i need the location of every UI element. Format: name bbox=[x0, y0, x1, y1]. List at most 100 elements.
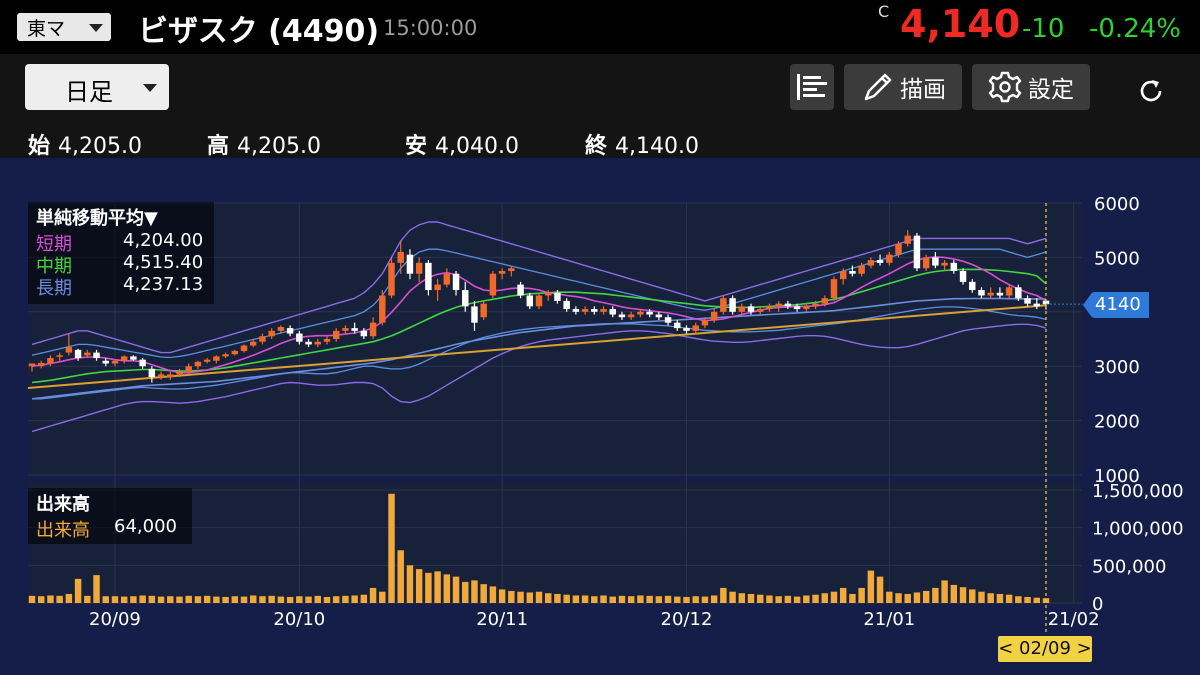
candle-body bbox=[471, 306, 478, 323]
candle-body bbox=[369, 322, 377, 337]
short-ma-label: 短期 bbox=[36, 234, 72, 255]
volume-bar bbox=[56, 595, 63, 603]
candle-body bbox=[876, 260, 884, 263]
candle-body bbox=[1005, 287, 1013, 296]
volume-bar bbox=[157, 596, 165, 603]
candle-body bbox=[664, 317, 672, 323]
candle-body bbox=[784, 303, 792, 307]
close-mark: C bbox=[878, 2, 890, 21]
volume-bar bbox=[839, 587, 847, 603]
volume-bar bbox=[443, 574, 451, 603]
volume-bar bbox=[489, 586, 497, 603]
volume-bar bbox=[563, 594, 570, 603]
candle-body bbox=[600, 309, 607, 312]
bars-list-icon bbox=[797, 74, 827, 100]
candle-body bbox=[609, 309, 616, 315]
candle-body bbox=[74, 349, 82, 359]
volume-bar bbox=[627, 596, 635, 603]
volume-bar bbox=[130, 596, 137, 603]
period-select[interactable]: 日足 bbox=[25, 64, 169, 110]
price-change-percent: -0.24% bbox=[1089, 14, 1181, 44]
candle-body bbox=[858, 265, 865, 274]
candle-body bbox=[240, 345, 248, 351]
short-ma-line bbox=[31, 256, 1047, 374]
volume-tick-label: 1,500,000 bbox=[1092, 481, 1184, 502]
volume-bar bbox=[240, 596, 248, 603]
candle-body bbox=[194, 361, 202, 367]
sma-legend-title[interactable]: 単純移動平均▼ bbox=[36, 208, 158, 229]
candle-body bbox=[1033, 303, 1041, 307]
price-tick-label: 5000 bbox=[1094, 248, 1140, 269]
candle-body bbox=[637, 311, 644, 315]
volume-bar bbox=[664, 595, 672, 603]
mid-ma-value: 4,515.40 bbox=[123, 252, 204, 273]
candle-body bbox=[720, 298, 727, 312]
candle-body bbox=[618, 314, 626, 318]
volume-bar bbox=[415, 569, 423, 603]
candle-body bbox=[508, 268, 515, 271]
volume-bar bbox=[738, 593, 746, 603]
draw-button[interactable]: 描画 bbox=[844, 64, 962, 110]
candle-body bbox=[526, 295, 534, 307]
candle-body bbox=[434, 284, 441, 291]
candle-body bbox=[627, 314, 635, 318]
volume-bar bbox=[1015, 596, 1022, 603]
candle-body bbox=[498, 271, 506, 274]
candle-body bbox=[379, 295, 386, 323]
date-tick-label: 20/09 bbox=[89, 609, 141, 630]
candle-body bbox=[1024, 298, 1031, 304]
cursor-date[interactable]: < 02/09 > bbox=[998, 636, 1092, 662]
mid-ma-label: 中期 bbox=[36, 256, 72, 277]
volume-bar bbox=[139, 595, 146, 603]
candle-body bbox=[646, 311, 653, 315]
volume-bar bbox=[674, 596, 681, 603]
candle-body bbox=[397, 251, 404, 263]
candle-body bbox=[157, 374, 165, 378]
candle-body bbox=[775, 303, 782, 307]
volume-bar bbox=[84, 595, 91, 603]
candle-body bbox=[904, 235, 911, 244]
volume-bar bbox=[47, 595, 54, 603]
volume-bar bbox=[904, 593, 911, 603]
market-select[interactable]: 東マ bbox=[17, 13, 111, 41]
candle-body bbox=[148, 368, 156, 378]
ohlc-close: 終 4,140.0 bbox=[585, 128, 699, 160]
volume-bar bbox=[609, 596, 616, 603]
reload-button[interactable] bbox=[1136, 76, 1166, 110]
settings-button[interactable]: 設定 bbox=[972, 64, 1090, 110]
price-tick-label: 1000 bbox=[1094, 466, 1140, 487]
candle-body bbox=[332, 330, 340, 339]
long-ma-value: 4,237.13 bbox=[123, 274, 204, 295]
candle-body bbox=[28, 363, 36, 367]
volume-bar bbox=[65, 593, 73, 603]
candle-body bbox=[655, 314, 663, 318]
candle-body bbox=[176, 371, 183, 375]
candle-body bbox=[517, 284, 524, 296]
candle-body bbox=[203, 359, 211, 362]
sma-legend[interactable]: 単純移動平均▼ 短期 4,204.00 中期 4,515.40 長期 4,237… bbox=[28, 202, 214, 304]
candle-body bbox=[978, 290, 985, 296]
indicator-list-button[interactable] bbox=[790, 64, 834, 110]
volume-bar bbox=[462, 581, 469, 603]
candle-body bbox=[591, 309, 598, 312]
volume-bar bbox=[526, 592, 534, 603]
volume-bar bbox=[544, 593, 552, 603]
volume-bar bbox=[600, 595, 607, 603]
volume-bar bbox=[508, 590, 515, 603]
volume-bar bbox=[692, 596, 699, 603]
volume-bar bbox=[987, 593, 994, 603]
volume-bar bbox=[849, 593, 856, 603]
candle-body bbox=[425, 262, 432, 291]
volume-bar bbox=[895, 593, 902, 603]
short-ma-value: 4,204.00 bbox=[123, 230, 204, 251]
volume-bar bbox=[803, 595, 810, 603]
draw-label: 描画 bbox=[900, 77, 946, 103]
volume-bar bbox=[701, 596, 709, 603]
volume-bar bbox=[959, 587, 967, 603]
candle-body bbox=[932, 257, 939, 266]
candle-body bbox=[185, 366, 192, 372]
volume-bar bbox=[213, 596, 220, 603]
candle-body bbox=[231, 350, 239, 355]
ohlc-open: 始 4,205.0 bbox=[28, 128, 142, 160]
candle-body bbox=[250, 341, 257, 346]
